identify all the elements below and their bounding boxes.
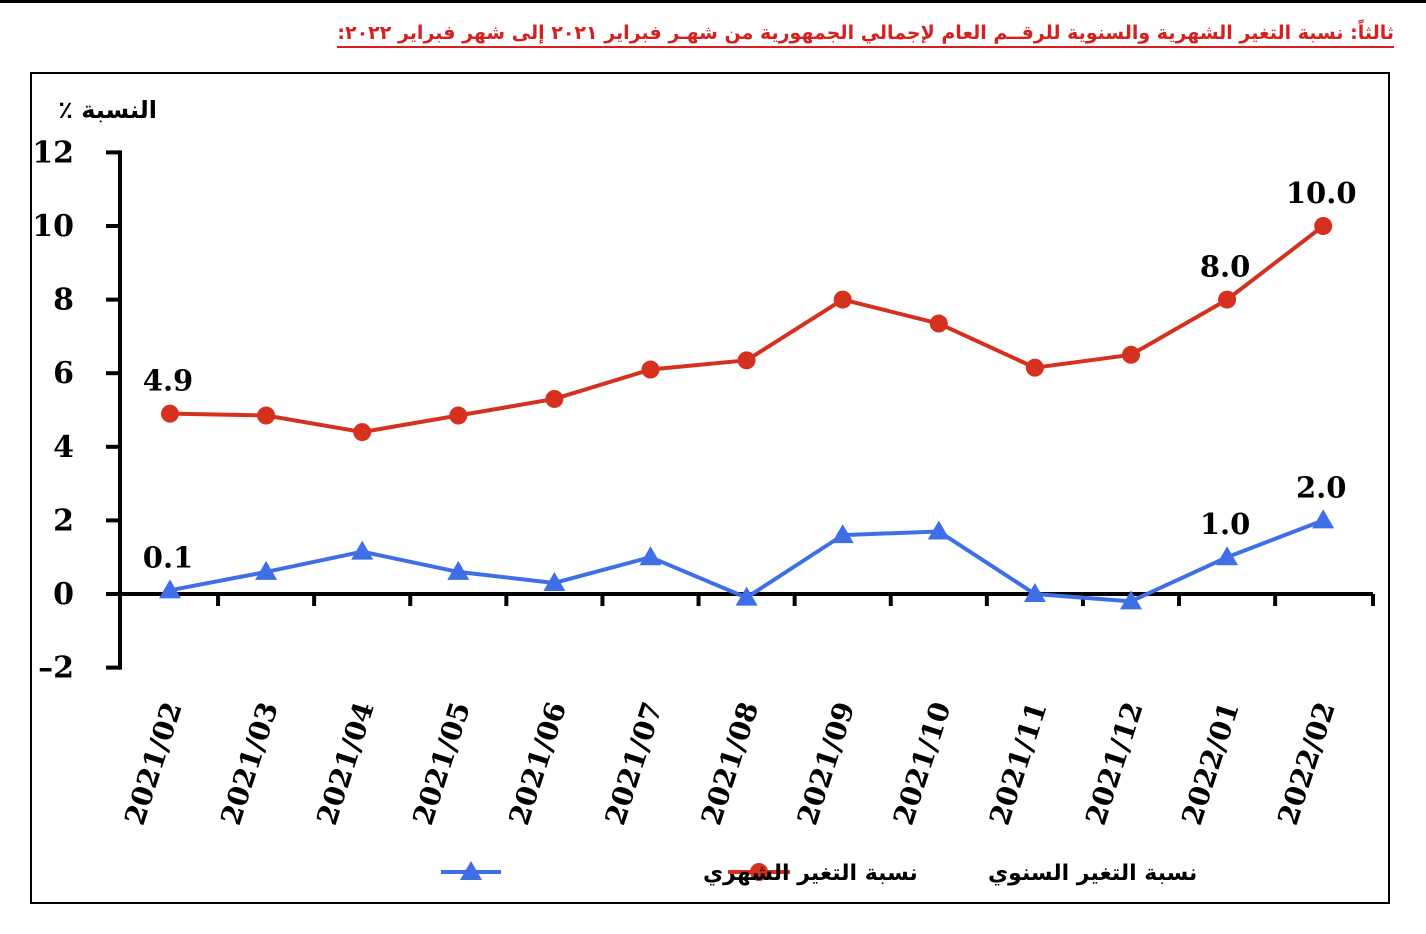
data-point (735, 586, 758, 606)
series-annual: 4.9 8.0 10.0 (143, 176, 1357, 442)
data-point (639, 546, 662, 566)
data-point (641, 360, 660, 379)
top-rule (0, 0, 1426, 3)
data-point (1218, 290, 1237, 309)
axes: –2 0 2 4 6 8 10 12 2021/02 2021/03 2021/04 2021/05 2… (32, 135, 1375, 829)
data-point (831, 524, 854, 544)
y-tick-label: 8 (53, 283, 74, 318)
x-tick-label: 2022/02 (1271, 698, 1342, 829)
x-tick-label: 2021/03 (214, 698, 285, 829)
series-layer: 4.9 8.0 10.0 0.1 1.0 2.0 (143, 176, 1357, 610)
y-tick-label: 6 (53, 356, 74, 391)
data-label: 10.0 (1286, 176, 1357, 210)
data-point (1120, 590, 1142, 610)
y-axis-label: النسبة ٪ (58, 96, 157, 124)
x-tick-label: 2021/10 (887, 698, 958, 829)
data-point (737, 351, 756, 370)
data-point (543, 571, 566, 591)
chart-frame (30, 72, 1390, 904)
x-tick-label: 2022/01 (1175, 698, 1246, 829)
data-point (1312, 509, 1335, 529)
data-point (929, 314, 948, 333)
data-label: 2.0 (1296, 470, 1346, 504)
x-tick-label: 2021/06 (502, 698, 573, 829)
data-point (1314, 217, 1333, 235)
data-point (255, 560, 278, 580)
data-label: 4.9 (143, 364, 193, 398)
x-tick-label: 2021/12 (1079, 698, 1150, 829)
data-point (257, 406, 276, 425)
x-tick-label: 2021/09 (791, 698, 862, 829)
data-point (449, 406, 468, 425)
page-title: ثالثاً: نسبة التغير الشهرية والسنوية للر… (337, 22, 1394, 48)
data-point (161, 404, 179, 423)
data-label: 0.1 (143, 540, 193, 574)
legend-label-annual: نسبة التغير السنوي (988, 861, 1197, 886)
data-point (1023, 583, 1046, 602)
y-tick-label: –2 (38, 651, 74, 686)
x-tick-label: 2021/08 (695, 698, 766, 829)
data-point (545, 389, 564, 408)
legend: نسبة التغير السنوي نسبة التغير الشهري (441, 861, 1197, 886)
x-tick-label: 2021/05 (406, 698, 477, 829)
y-tick-label: 2 (53, 503, 74, 538)
data-label: 8.0 (1200, 250, 1250, 284)
series-line (169, 224, 1325, 435)
data-point (1025, 358, 1044, 377)
data-point (927, 520, 950, 540)
x-tick-label: 2021/02 (118, 698, 189, 829)
y-tick-label: 4 (53, 430, 74, 465)
data-label: 1.0 (1200, 507, 1250, 541)
y-tick-label: 10 (32, 209, 74, 244)
x-tick-label: 2021/11 (983, 698, 1054, 829)
y-tick-label: 12 (32, 135, 74, 170)
data-point (1216, 546, 1239, 566)
legend-marker-monthly (460, 861, 482, 880)
data-point (351, 540, 374, 560)
data-point (353, 423, 372, 442)
data-point (1122, 345, 1140, 364)
data-point (833, 290, 852, 309)
data-point (447, 560, 470, 580)
legend-label-monthly: نسبة التغير الشهري (703, 861, 918, 886)
x-tick-label: 2021/04 (310, 698, 381, 829)
y-tick-label: 0 (53, 577, 74, 612)
x-tick-label: 2021/07 (598, 698, 669, 829)
series-monthly: 0.1 1.0 2.0 (143, 470, 1346, 610)
legend-marker-annual (750, 863, 768, 881)
data-point (159, 579, 181, 599)
